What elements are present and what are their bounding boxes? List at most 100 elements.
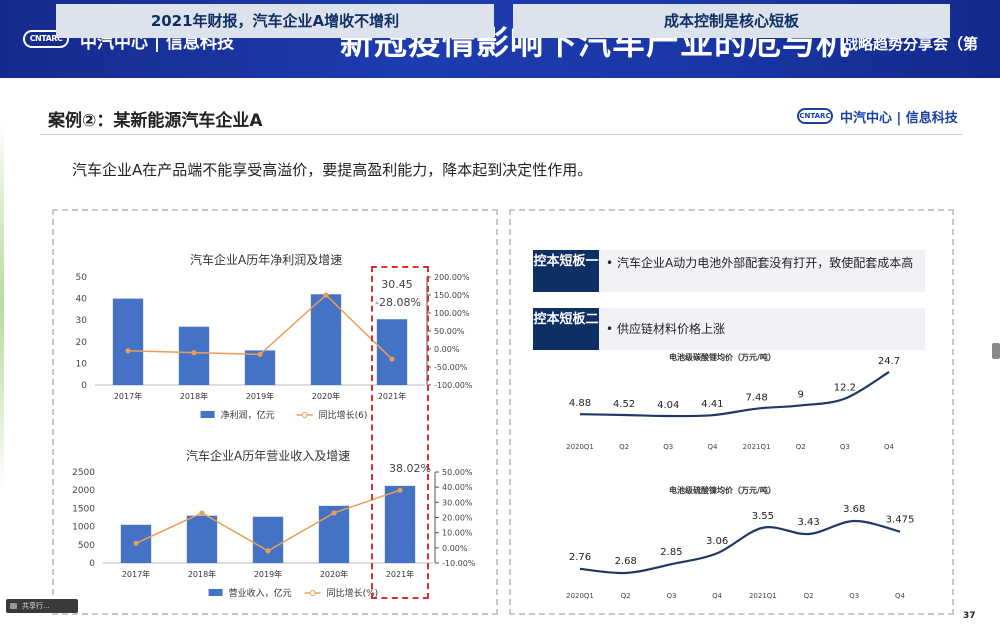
chart3-title: 电池级碳酸锂均价（万元/吨） bbox=[669, 353, 776, 362]
chart1-xtick: 2021年 bbox=[378, 391, 406, 401]
chart1-growth-point bbox=[191, 350, 197, 356]
chart1-y2tick: -100.00% bbox=[434, 381, 473, 390]
chart1-xtick: 2017年 bbox=[114, 391, 142, 401]
chart1-y2tick: 150.00% bbox=[434, 291, 470, 300]
chart1-growth-point bbox=[389, 356, 395, 362]
page-number: 37 bbox=[963, 611, 976, 621]
chart4-data-label: 3.475 bbox=[886, 515, 915, 526]
chart2-ytick: 1000 bbox=[72, 523, 95, 533]
chart3-data-label: 9 bbox=[798, 389, 804, 400]
cost-tag-1: 控本短板一 bbox=[533, 250, 599, 292]
chart2-growth-point bbox=[397, 487, 403, 493]
chart3-xtick: 2020Q1 bbox=[566, 443, 594, 451]
side-decoration bbox=[0, 120, 4, 490]
chart4-data-label: 2.76 bbox=[569, 552, 591, 563]
chart4-xtick: Q4 bbox=[895, 592, 906, 600]
chart2-ytick: 0 bbox=[89, 559, 95, 569]
chart4-title: 电池级硫酸镍均价（万元/吨） bbox=[669, 486, 776, 495]
left-panel-heading: 2021年财报，汽车企业A增收不增利 bbox=[56, 4, 494, 38]
chart1-title: 汽车企业A历年净利润及增速 bbox=[190, 253, 343, 267]
chart1-y2tick: 200.00% bbox=[434, 273, 470, 282]
chart2-growth-point bbox=[199, 510, 205, 516]
chart2-ytick: 1500 bbox=[72, 504, 95, 514]
chart1-growth-point bbox=[323, 292, 329, 298]
chart2-growth-point bbox=[331, 510, 337, 516]
chart1-bar bbox=[112, 298, 144, 385]
chart2-bar bbox=[384, 485, 416, 563]
chart1-ytick: 30 bbox=[76, 316, 88, 326]
chart2-y2tick: -10.00% bbox=[442, 559, 476, 568]
chart3-xtick: 2021Q1 bbox=[743, 443, 771, 451]
chart1-legend-bar: 净利润，亿元 bbox=[221, 409, 275, 421]
chart3-xtick: Q3 bbox=[663, 443, 673, 451]
cost-text-1: 汽车企业A动力电池外部配套没有打开，致使配套成本高 bbox=[599, 250, 925, 292]
chart4-data-label: 3.55 bbox=[752, 511, 774, 522]
chart2-title: 汽车企业A历年营业收入及增速 bbox=[186, 449, 351, 463]
chart3-price-line bbox=[579, 371, 890, 418]
chart2-y2tick: 50.00% bbox=[442, 468, 473, 477]
chart1-xtick: 2019年 bbox=[246, 391, 274, 401]
chart1-y2tick: 50.00% bbox=[434, 327, 465, 336]
chart3-data-label: 4.41 bbox=[701, 399, 723, 410]
taskbar-chip[interactable]: 共享行... bbox=[6, 599, 78, 613]
chart2-legend-bar: 营业收入，亿元 bbox=[229, 587, 292, 599]
chart3-data-label: 4.04 bbox=[657, 400, 679, 411]
chart1-bar bbox=[178, 326, 210, 385]
chart4-data-label: 3.06 bbox=[706, 536, 728, 547]
chart3-data-label: 4.88 bbox=[569, 398, 591, 409]
chart2-bar bbox=[252, 516, 284, 563]
chart1-ytick: 0 bbox=[81, 381, 87, 391]
chart2-xtick: 2021年 bbox=[386, 569, 414, 579]
header-org: 中汽中心 | 信息科技 bbox=[840, 111, 958, 126]
chart3-xtick: Q2 bbox=[796, 443, 806, 451]
chart2-legend-bar-swatch bbox=[208, 589, 223, 596]
chart1-annotation-value: 30.45 bbox=[381, 278, 413, 291]
chart1-y2tick: 100.00% bbox=[434, 309, 470, 318]
chart1-ytick: 20 bbox=[76, 338, 88, 348]
chart2-xtick: 2019年 bbox=[254, 569, 282, 579]
chart1-bar bbox=[376, 319, 408, 385]
chart2-xtick: 2017年 bbox=[122, 569, 150, 579]
cost-tag-2: 控本短板二 bbox=[533, 308, 599, 350]
chart4-xtick: Q3 bbox=[849, 592, 859, 600]
cntarc-logo-small: CNTARC bbox=[797, 108, 833, 124]
chart4-data-label: 2.85 bbox=[660, 547, 682, 558]
banner-org: 中汽中心 | 信息科技 bbox=[80, 33, 235, 53]
chart4-xtick: Q2 bbox=[621, 592, 631, 600]
chart3-data-label: 12.2 bbox=[834, 383, 856, 394]
chart3-data-label: 7.48 bbox=[745, 393, 767, 404]
chart2-bar bbox=[186, 515, 218, 563]
chart3-data-label: 24.7 bbox=[878, 356, 900, 367]
chart3-xtick: Q4 bbox=[707, 443, 718, 451]
chart2-legend-line-marker bbox=[309, 590, 316, 596]
chart2-xtick: 2020年 bbox=[320, 569, 348, 579]
chart1-growth-line bbox=[127, 293, 393, 360]
chart1-ytick: 10 bbox=[76, 359, 88, 369]
chart4-xtick: Q2 bbox=[804, 592, 814, 600]
chart1-legend-bar-swatch bbox=[200, 411, 215, 418]
chart2-growth-point bbox=[265, 548, 271, 554]
chart2-ytick: 2000 bbox=[72, 486, 95, 496]
chart2-y2tick: 10.00% bbox=[442, 529, 473, 538]
chart4-data-label: 3.43 bbox=[797, 517, 819, 528]
chart3-xtick: Q3 bbox=[840, 443, 850, 451]
chart1-xtick: 2020年 bbox=[312, 391, 340, 401]
chart2-y2tick: 40.00% bbox=[442, 483, 473, 492]
chart1-growth-point bbox=[125, 348, 131, 354]
scroll-handle[interactable] bbox=[992, 343, 1000, 359]
chart2-y2tick: 20.00% bbox=[442, 514, 473, 523]
banner-subtitle: 战略趋势分享会（第 bbox=[843, 35, 979, 53]
chart1-y2tick: -50.00% bbox=[434, 363, 468, 372]
chart4-data-label: 3.68 bbox=[843, 504, 865, 515]
chart1-legend-line-marker bbox=[301, 412, 308, 418]
chart1-y2tick: 0.00% bbox=[434, 345, 460, 354]
chart2-ytick: 500 bbox=[78, 541, 95, 551]
chart1-annotation-growth: -28.08% bbox=[375, 296, 421, 309]
chart1-ytick: 50 bbox=[76, 273, 88, 283]
page-title: 案例②：某新能源汽车企业A bbox=[48, 111, 263, 131]
chart4-xtick: Q4 bbox=[712, 592, 723, 600]
chart2-y2tick: 30.00% bbox=[442, 498, 473, 507]
chart4-xtick: 2020Q1 bbox=[566, 592, 594, 600]
intro-text: 汽车企业A在产品端不能享受高溢价，要提高盈利能力，降本起到决定性作用。 bbox=[72, 161, 593, 179]
